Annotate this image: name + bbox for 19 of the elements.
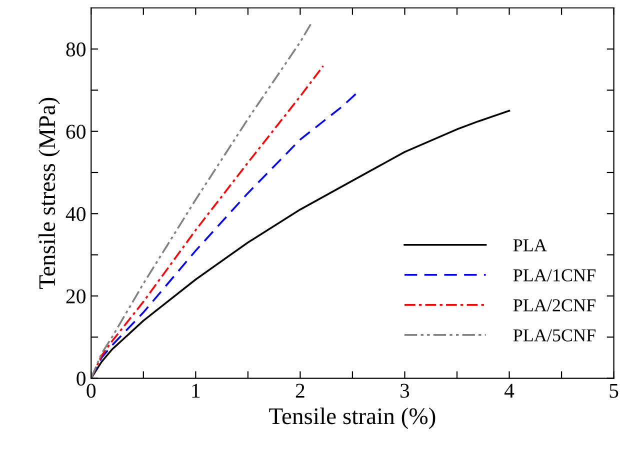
legend-label: PLA	[513, 239, 547, 252]
legend-label: PLA/2CNF	[513, 299, 596, 312]
legend-label: PLA/5CNF	[513, 329, 596, 342]
y-axis-title: Tensile stress (MPa)	[38, 98, 60, 289]
line-series	[91, 64, 324, 378]
line-series	[91, 23, 312, 378]
x-tick-label: 0	[86, 384, 96, 398]
x-tick-label: 1	[192, 384, 200, 398]
x-tick-label: 2	[296, 384, 304, 398]
x-axis-title: Tensile strain (%)	[269, 408, 436, 429]
y-tick-label: 40	[66, 207, 86, 222]
y-tick-label: 80	[66, 42, 86, 56]
y-tick-label: 20	[66, 289, 86, 304]
legend-label: PLA/1CNF	[513, 269, 596, 282]
x-tick-label: 4	[504, 384, 514, 398]
x-tick-label: 5	[610, 384, 618, 398]
y-tick-label: 60	[66, 124, 86, 139]
x-tick-label: 3	[400, 384, 410, 398]
y-tick-label: 0	[76, 372, 86, 386]
